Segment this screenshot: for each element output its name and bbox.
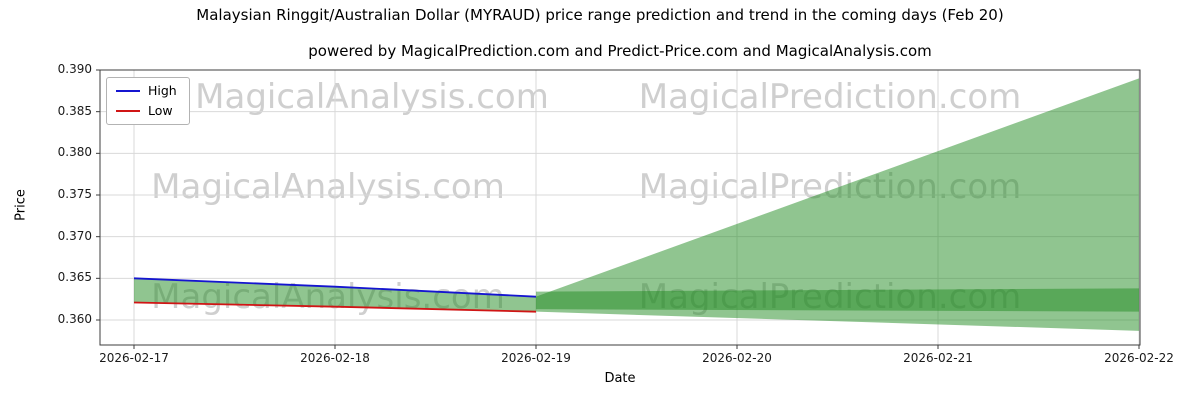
chart-subtitle: powered by MagicalPrediction.com and Pre… xyxy=(308,42,932,60)
legend: High Low xyxy=(106,77,190,125)
x-tick-label: 2026-02-21 xyxy=(903,351,973,365)
y-tick-label: 0.365 xyxy=(57,270,92,285)
legend-item-low: Low xyxy=(116,102,177,118)
legend-label-high: High xyxy=(148,83,177,98)
x-tick-label: 2026-02-22 xyxy=(1104,351,1174,365)
x-tick-label: 2026-02-19 xyxy=(501,351,571,365)
x-tick-label: 2026-02-20 xyxy=(702,351,772,365)
x-tick-label: 2026-02-18 xyxy=(300,351,370,365)
low-line-swatch xyxy=(116,109,140,112)
legend-label-low: Low xyxy=(148,102,173,118)
y-tick-label: 0.370 xyxy=(57,228,92,243)
y-tick-label: 0.390 xyxy=(57,62,92,76)
legend-item-high: High xyxy=(116,83,177,98)
x-axis-label: Date xyxy=(604,371,636,386)
y-tick-label: 0.385 xyxy=(57,103,92,118)
chart-title: Malaysian Ringgit/Australian Dollar (MYR… xyxy=(196,6,1004,24)
y-tick-label: 0.380 xyxy=(57,145,92,160)
y-axis-label: Price xyxy=(13,189,29,221)
watermark-text: MagicalAnalysis.com xyxy=(195,77,549,117)
watermark-text: MagicalPrediction.com xyxy=(638,77,1022,117)
y-tick-label: 0.360 xyxy=(57,312,92,326)
watermark-text: MagicalAnalysis.com xyxy=(151,167,505,207)
x-tick-label: 2026-02-17 xyxy=(99,351,169,365)
y-tick-label: 0.375 xyxy=(57,187,92,201)
high-line-swatch xyxy=(116,90,140,93)
